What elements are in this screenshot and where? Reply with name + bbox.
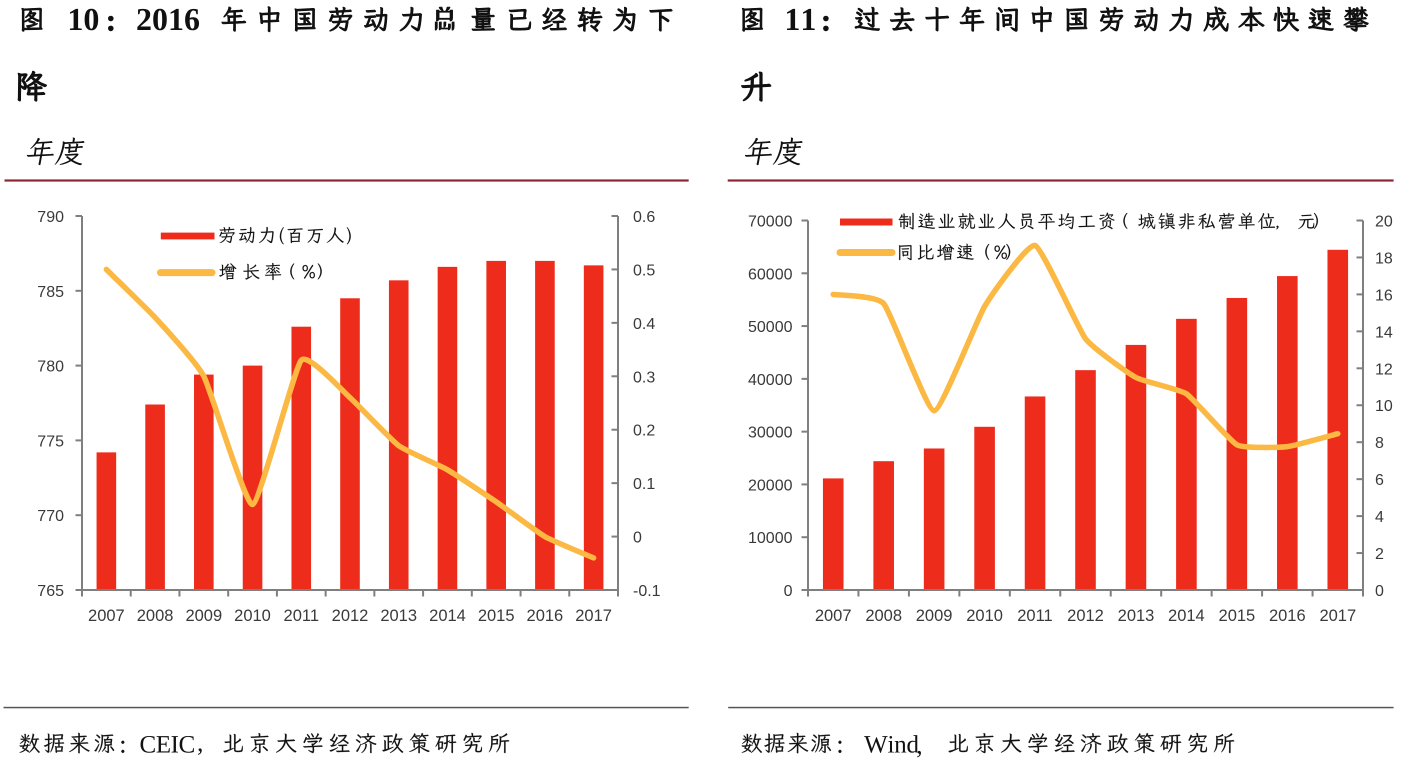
svg-text:2011: 2011 [1017,607,1052,625]
svg-text:785: 785 [37,284,64,301]
svg-text:2009: 2009 [916,607,953,625]
svg-text:0.6: 0.6 [633,209,655,226]
svg-text:2011: 2011 [284,607,319,625]
svg-text:2008: 2008 [137,607,174,625]
svg-text:2007: 2007 [88,607,125,625]
svg-text:10: 10 [1375,398,1393,415]
svg-text:60000: 60000 [748,266,793,283]
svg-text:0.3: 0.3 [633,369,655,386]
svg-text:6: 6 [1375,472,1384,489]
svg-text:20000: 20000 [748,477,793,494]
svg-text:0.5: 0.5 [633,262,655,279]
svg-text:40000: 40000 [748,372,793,389]
svg-text:765: 765 [37,583,64,600]
svg-text:20: 20 [1375,214,1393,231]
svg-text:50000: 50000 [748,319,793,336]
svg-text:0: 0 [633,530,642,547]
svg-text:2008: 2008 [865,607,902,625]
svg-text:-0.1: -0.1 [633,583,661,600]
svg-text:2012: 2012 [1067,607,1104,625]
svg-text:12: 12 [1375,361,1393,378]
svg-text:2016: 2016 [1269,607,1306,625]
svg-text:2017: 2017 [575,607,612,625]
svg-text:18: 18 [1375,250,1393,267]
svg-text:2010: 2010 [966,607,1003,625]
svg-text:2015: 2015 [1219,607,1256,625]
svg-text:2016: 2016 [527,607,564,625]
svg-text:2010: 2010 [234,607,271,625]
svg-text:2007: 2007 [815,607,852,625]
svg-text:0.2: 0.2 [633,423,655,440]
svg-text:2: 2 [1375,546,1384,563]
svg-text:2009: 2009 [185,607,222,625]
svg-text:2015: 2015 [478,607,515,625]
svg-text:0.1: 0.1 [633,476,655,493]
svg-text:0: 0 [1375,583,1384,600]
svg-text:2014: 2014 [429,607,466,625]
svg-text:2017: 2017 [1319,607,1356,625]
svg-text:790: 790 [37,209,64,226]
svg-text:70000: 70000 [748,214,793,231]
svg-text:780: 780 [37,359,64,376]
svg-text:0.4: 0.4 [633,316,655,333]
svg-text:30000: 30000 [748,425,793,442]
svg-text:10000: 10000 [748,530,793,547]
svg-text:770: 770 [37,508,64,525]
svg-text:2014: 2014 [1168,607,1205,625]
svg-text:16: 16 [1375,287,1393,304]
svg-text:8: 8 [1375,435,1384,452]
svg-text:775: 775 [37,433,64,450]
svg-text:2013: 2013 [1118,607,1155,625]
svg-text:4: 4 [1375,509,1384,526]
svg-text:14: 14 [1375,324,1393,341]
svg-text:2012: 2012 [332,607,369,625]
svg-text:0: 0 [784,583,793,600]
svg-text:2013: 2013 [380,607,417,625]
